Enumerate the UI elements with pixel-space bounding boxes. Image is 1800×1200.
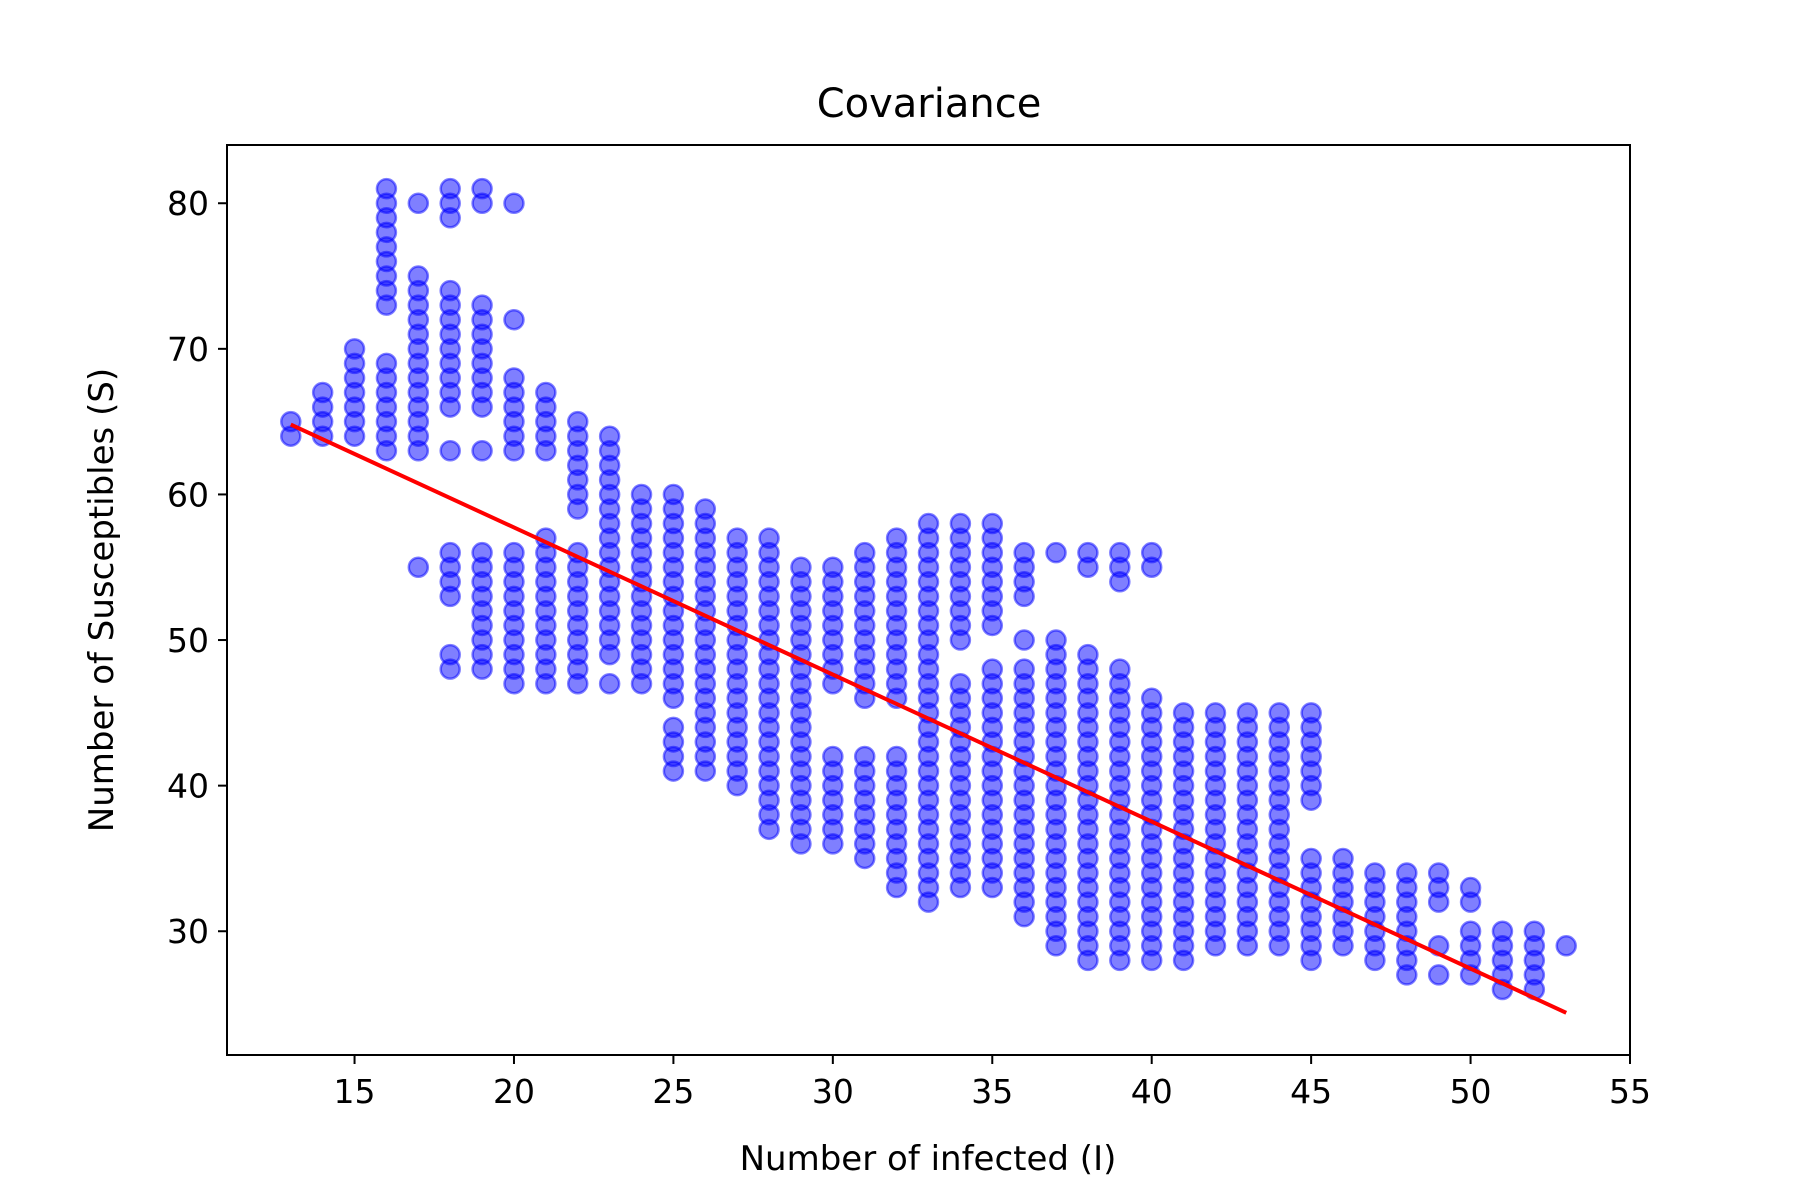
data-point: [439, 279, 461, 302]
data-point: [662, 716, 685, 739]
y-axis: 30 40 50 60 70 80: [167, 184, 227, 951]
data-point: [471, 541, 493, 564]
x-tick-label: 35: [971, 1072, 1013, 1111]
x-tick-label: 20: [493, 1072, 535, 1111]
data-point: [439, 440, 461, 462]
x-tick-label: 50: [1450, 1072, 1492, 1111]
data-point: [598, 672, 621, 695]
data-point: [1427, 964, 1450, 986]
data-point: [1077, 541, 1099, 564]
data-point: [1364, 862, 1386, 884]
data-point: [535, 381, 557, 404]
y-tick-label: 30: [167, 912, 209, 951]
chart-title: Covariance: [817, 81, 1042, 127]
data-point: [439, 177, 461, 200]
data-point: [1077, 643, 1099, 666]
data-point: [1459, 920, 1482, 942]
data-point: [853, 745, 876, 768]
x-tick-label: 45: [1290, 1072, 1332, 1111]
data-point: [471, 177, 493, 200]
data-point: [1013, 629, 1035, 651]
data-point: [1459, 876, 1482, 899]
data-point: [471, 440, 493, 462]
data-point: [1555, 935, 1577, 957]
y-tick-label: 40: [167, 767, 209, 806]
data-point: [1300, 847, 1322, 870]
data-point: [503, 367, 525, 389]
data-point: [822, 745, 844, 768]
data-point: [375, 352, 398, 375]
data-point: [1109, 658, 1131, 680]
data-point: [1045, 541, 1067, 564]
data-point: [503, 541, 525, 564]
y-axis-label: Number of Susceptibles (S): [82, 368, 122, 832]
data-point: [949, 512, 972, 535]
data-point: [694, 498, 717, 520]
data-point: [407, 556, 430, 578]
data-point: [1140, 541, 1163, 564]
data-point: [1491, 920, 1514, 942]
data-point: [853, 541, 876, 564]
data-point: [822, 556, 844, 578]
data-point: [949, 672, 972, 695]
data-point: [662, 483, 685, 506]
fit-line: [289, 422, 1568, 1015]
data-point: [1300, 702, 1322, 724]
data-point: [567, 410, 589, 433]
data-points: [280, 177, 1577, 1001]
y-tick-label: 50: [167, 621, 209, 660]
data-point: [343, 338, 366, 360]
y-tick-label: 70: [167, 330, 209, 369]
x-axis: 15 20 25 30 35 40 45 50 55: [334, 1055, 1651, 1111]
data-point: [1396, 862, 1418, 884]
data-point: [1332, 847, 1354, 870]
x-tick-label: 25: [652, 1072, 694, 1111]
x-tick-label: 40: [1131, 1072, 1173, 1111]
data-point: [1427, 862, 1450, 884]
y-tick-label: 60: [167, 475, 209, 514]
x-tick-label: 55: [1609, 1072, 1651, 1111]
data-point: [598, 425, 621, 447]
data-point: [407, 192, 430, 214]
data-point: [1172, 702, 1195, 724]
x-tick-label: 15: [334, 1072, 376, 1111]
data-point: [375, 177, 398, 200]
y-tick-label: 80: [167, 184, 209, 223]
data-point: [981, 512, 1004, 535]
data-point: [439, 541, 461, 564]
data-point: [758, 527, 780, 549]
data-point: [311, 381, 334, 404]
plot-area-frame: [226, 144, 1631, 1056]
data-point: [1013, 658, 1035, 680]
data-point: [503, 192, 525, 214]
data-point: [1013, 541, 1035, 564]
data-point: [1268, 702, 1290, 724]
data-point: [885, 527, 908, 549]
data-point: [917, 512, 940, 535]
data-point: [1236, 702, 1259, 724]
data-point: [790, 556, 812, 578]
data-point: [1045, 629, 1067, 651]
x-axis-label: Number of infected (I): [740, 1139, 1117, 1179]
data-point: [1204, 702, 1227, 724]
data-point: [439, 643, 461, 666]
fit-line-layer: [289, 422, 1568, 1015]
data-point: [1109, 541, 1131, 564]
data-point: [407, 265, 430, 287]
data-point: [471, 294, 493, 316]
data-point: [630, 483, 653, 506]
data-point: [726, 527, 748, 549]
data-point: [503, 308, 525, 331]
data-point: [1523, 920, 1546, 942]
x-tick-label: 30: [812, 1072, 854, 1111]
data-point: [885, 745, 908, 768]
data-point: [1140, 687, 1163, 710]
data-point: [981, 658, 1004, 680]
